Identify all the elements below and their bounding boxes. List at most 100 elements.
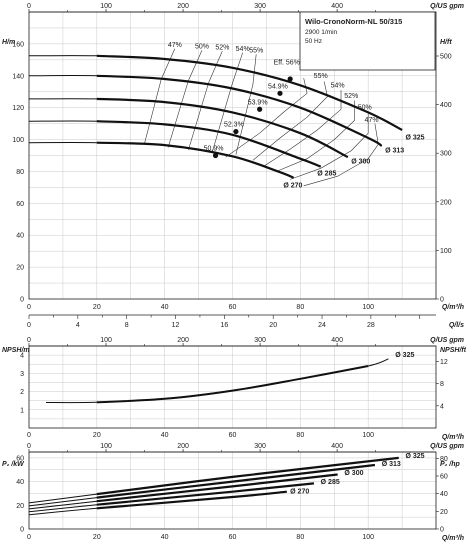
lps-tick-label: 20 bbox=[269, 322, 277, 329]
npsh-y-tick-label: 4 bbox=[20, 353, 24, 360]
power-curve-285 bbox=[96, 482, 315, 506]
efficiency-iso-line bbox=[252, 81, 328, 161]
bep-label: 52.3% bbox=[224, 122, 244, 129]
head-curve-thin-313 bbox=[28, 75, 382, 147]
power-curve-label: Ø 313 bbox=[382, 461, 401, 468]
efficiency-iso-line bbox=[235, 54, 257, 155]
efficiency-label: 50% bbox=[195, 44, 209, 51]
npsh-curve-label: Ø 325 bbox=[395, 352, 414, 359]
gpm-tick-label: 0 bbox=[27, 3, 31, 10]
bep-label: 53.9% bbox=[248, 99, 268, 106]
head-curve-label: Ø 300 bbox=[351, 158, 370, 165]
npsh-y-tick-label: 1 bbox=[20, 407, 24, 414]
gpm-axis-unit: Q/US gpm bbox=[430, 443, 464, 450]
power-y-tick-label: 40 bbox=[16, 479, 24, 486]
efficiency-iso-line bbox=[290, 111, 369, 180]
efficiency-label: 55% bbox=[249, 48, 263, 55]
bep-point bbox=[277, 90, 283, 96]
head-y2-tick-label: 300 bbox=[440, 151, 452, 158]
head-y-tick-label: 60 bbox=[16, 201, 24, 208]
gpm-tick-label: 100 bbox=[100, 3, 112, 10]
head-curve-300 bbox=[96, 97, 349, 159]
head-curve-label: Ø 270 bbox=[283, 182, 302, 189]
lps-tick-label: 24 bbox=[318, 322, 326, 329]
efficiency-label: 52% bbox=[344, 93, 358, 100]
npsh-x-tick-label: 40 bbox=[161, 432, 169, 439]
title-box: Wilo-CronoNorm-NL 50/315 2900 1/min 50 H… bbox=[299, 11, 436, 71]
bep-label: 54.9% bbox=[268, 83, 288, 90]
efficiency-label: 55% bbox=[314, 73, 328, 80]
power-curve-label: Ø 325 bbox=[405, 453, 424, 460]
head-curve-label: Ø 313 bbox=[385, 147, 404, 154]
head-curve-325 bbox=[96, 54, 403, 131]
gpm-tick-label: 200 bbox=[177, 337, 189, 344]
power-x-tick-label: 0 bbox=[27, 534, 31, 541]
gpm-tick-label: 200 bbox=[177, 3, 189, 10]
head-y-tick-label: 160 bbox=[12, 41, 24, 48]
power-y2-tick-label: 0 bbox=[440, 527, 444, 534]
power-y2-unit: P₂ /hp bbox=[440, 461, 461, 468]
power-x-tick-label: 20 bbox=[93, 534, 101, 541]
head-y-tick-label: 140 bbox=[12, 73, 24, 80]
chart-title: Wilo-CronoNorm-NL 50/315 bbox=[305, 17, 402, 26]
power-curve-label: Ø 285 bbox=[321, 479, 340, 486]
npsh-curve-thin-325 bbox=[45, 358, 389, 404]
power-x-tick-label: 80 bbox=[296, 534, 304, 541]
head-curve-thin-285 bbox=[28, 120, 321, 168]
gpm-tick-label: 100 bbox=[100, 443, 112, 450]
npsh-y2-unit: NPSH/ft bbox=[440, 347, 466, 354]
head-curve-270 bbox=[96, 141, 295, 179]
power-curve-313 bbox=[96, 463, 376, 499]
gpm-tick-label: 300 bbox=[254, 337, 266, 344]
head-y2-tick-label: 400 bbox=[440, 102, 452, 109]
npsh-x-unit: Q/m³/h bbox=[442, 434, 464, 441]
speed-label: 2900 1/min bbox=[305, 29, 338, 36]
bep-point bbox=[212, 152, 219, 159]
power-y-tick-label: 0 bbox=[20, 527, 24, 534]
efficiency-label: Eff. 56% bbox=[274, 60, 300, 67]
efficiency-label: 47% bbox=[168, 42, 182, 49]
head-y2-tick-label: 0 bbox=[440, 297, 444, 304]
curve-layer bbox=[28, 54, 403, 516]
gpm-tick-label: 400 bbox=[331, 443, 343, 450]
head-x-tick-label: 100 bbox=[362, 304, 374, 311]
power-y-tick-label: 20 bbox=[16, 503, 24, 510]
efficiency-label: 50% bbox=[358, 104, 372, 111]
power-x-tick-label: 100 bbox=[362, 534, 374, 541]
efficiency-iso-line bbox=[276, 100, 355, 172]
lps-tick-label: 8 bbox=[125, 322, 129, 329]
head-x-tick-label: 0 bbox=[27, 304, 31, 311]
head-y-tick-label: 100 bbox=[12, 137, 24, 144]
axis-layer bbox=[28, 9, 439, 530]
gpm-tick-label: 300 bbox=[254, 443, 266, 450]
gpm-tick-label: 300 bbox=[254, 3, 266, 10]
head-curve-313 bbox=[96, 74, 383, 147]
power-x-tick-label: 60 bbox=[229, 534, 237, 541]
npsh-x-tick-label: 60 bbox=[229, 432, 237, 439]
efficiency-label: 47% bbox=[365, 117, 379, 124]
npsh-y-unit: NPSH/m bbox=[2, 347, 30, 354]
efficiency-label: 52% bbox=[215, 44, 229, 51]
head-x-tick-label: 60 bbox=[229, 304, 237, 311]
power-y-unit: P₂ /kW bbox=[2, 461, 25, 468]
npsh-curve-325 bbox=[96, 365, 369, 404]
npsh-y-tick-label: 2 bbox=[20, 389, 24, 396]
head-y2-tick-label: 500 bbox=[440, 54, 452, 61]
lps-tick-label: 28 bbox=[367, 322, 375, 329]
efficiency-iso-line bbox=[167, 50, 203, 148]
power-curve-300 bbox=[96, 473, 338, 503]
gpm-tick-label: 0 bbox=[27, 337, 31, 344]
npsh-y2-tick-label: 12 bbox=[440, 359, 448, 366]
lps-tick-label: 12 bbox=[172, 322, 180, 329]
head-y-tick-label: 120 bbox=[12, 105, 24, 112]
head-curve-label: Ø 285 bbox=[317, 170, 336, 177]
npsh-x-tick-label: 80 bbox=[296, 432, 304, 439]
power-curve-label: Ø 300 bbox=[344, 470, 363, 477]
bep-point bbox=[233, 128, 239, 135]
efficiency-label: 54% bbox=[236, 46, 250, 53]
efficiency-lines bbox=[144, 48, 379, 187]
lps-tick-label: 16 bbox=[220, 322, 228, 329]
gpm-tick-label: 400 bbox=[331, 337, 343, 344]
head-y-tick-label: 80 bbox=[16, 169, 24, 176]
